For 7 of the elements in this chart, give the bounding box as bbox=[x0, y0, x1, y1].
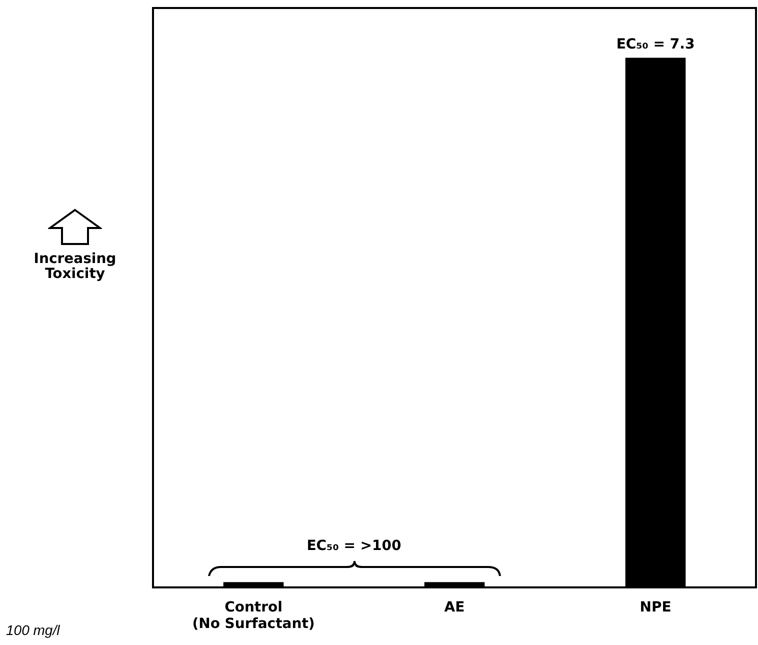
x-tick-label: NPE bbox=[640, 599, 672, 616]
annotation: EC₅₀ = >100 bbox=[306, 538, 402, 554]
x-tick-label: Control (No Surfactant) bbox=[192, 599, 315, 632]
text: 100 mg/l bbox=[6, 622, 60, 638]
annotation: EC₅₀ = 7.3 bbox=[616, 36, 695, 52]
x-tick-label: AE bbox=[444, 599, 465, 616]
y-axis-title: Increasing Toxicity bbox=[32, 250, 118, 282]
